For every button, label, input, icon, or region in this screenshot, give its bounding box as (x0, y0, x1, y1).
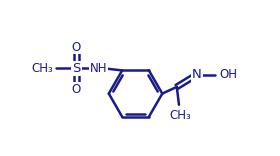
Text: OH: OH (219, 68, 237, 81)
Text: S: S (72, 62, 81, 75)
Text: CH₃: CH₃ (31, 62, 53, 75)
Text: CH₃: CH₃ (169, 109, 191, 122)
Text: NH: NH (90, 62, 108, 75)
Text: N: N (192, 68, 202, 81)
Text: O: O (72, 83, 81, 96)
Text: O: O (72, 41, 81, 54)
